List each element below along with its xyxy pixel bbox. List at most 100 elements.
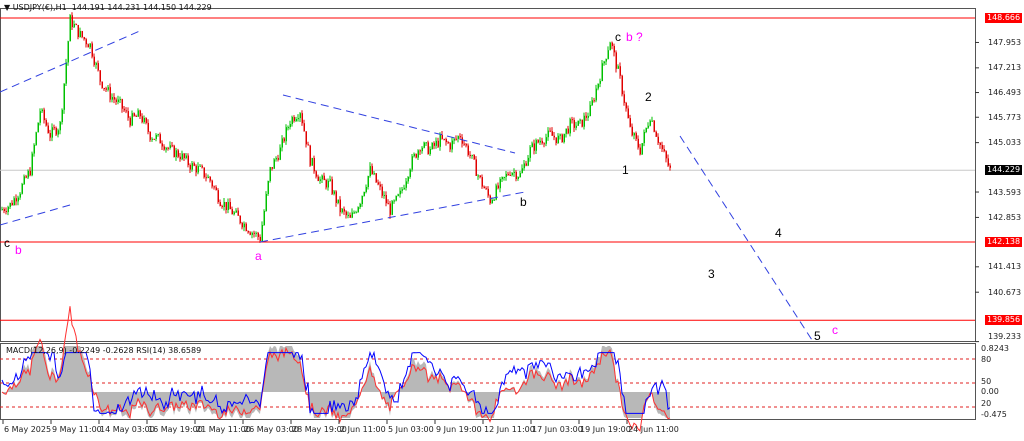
time-tick-label: 28 May 19:00 — [292, 425, 347, 434]
candle-body — [65, 62, 67, 84]
candle-body — [29, 170, 31, 176]
candle-body — [145, 118, 147, 123]
rsi-level-label: 20 — [981, 399, 992, 408]
dropdown-arrow-icon[interactable]: ▼ — [4, 3, 11, 12]
candle-body — [619, 66, 621, 76]
candle-body — [17, 197, 19, 202]
candle-body — [405, 181, 407, 188]
candle-body — [593, 100, 595, 102]
candle-body — [305, 131, 307, 145]
candle-body — [651, 120, 653, 122]
candle-body — [649, 120, 651, 126]
candle-body — [183, 153, 185, 159]
candle-body — [77, 25, 79, 38]
candle-body — [87, 44, 89, 48]
candle-body — [189, 165, 191, 170]
candle-body — [351, 212, 353, 218]
candle-body — [511, 172, 513, 175]
candle-body — [377, 182, 379, 185]
candle-body — [175, 150, 177, 157]
candle-body — [161, 143, 163, 147]
candle-body — [559, 134, 561, 136]
candle-body — [263, 210, 265, 225]
candle-body — [73, 24, 75, 28]
candle-body — [503, 176, 505, 178]
candle-body — [487, 188, 489, 196]
candle-body — [275, 158, 277, 160]
candle-body — [553, 135, 555, 138]
candle-body — [507, 173, 509, 175]
candle-body — [285, 127, 287, 142]
candle-body — [113, 97, 115, 100]
candle-body — [267, 181, 269, 194]
candle-body — [591, 100, 593, 106]
candle-body — [309, 145, 311, 166]
candle-body — [635, 133, 637, 139]
candle-body — [489, 195, 491, 204]
time-tick-label: 9 Jun 19:00 — [436, 425, 482, 434]
candle-body — [669, 165, 671, 168]
candle-body — [369, 166, 371, 177]
candle-body — [471, 154, 473, 156]
candle-body — [457, 136, 459, 139]
price-tick-label: 146.493 — [988, 88, 1022, 98]
candle-body — [439, 134, 441, 147]
candle-body — [387, 203, 389, 205]
macd-signal-line — [1, 306, 671, 432]
candle-body — [125, 110, 127, 112]
candle-body — [371, 166, 373, 175]
indicator-header: MACD(12,26,9) -0.2249 -0.2628 RSI(14) 38… — [6, 346, 202, 355]
candle-body — [501, 176, 503, 180]
price-tick-label: 142.853 — [988, 212, 1022, 222]
candle-body — [347, 214, 349, 216]
candle-body — [313, 157, 315, 172]
candle-body — [533, 143, 535, 151]
candle-body — [641, 143, 643, 155]
candle-body — [609, 42, 611, 51]
candle-body — [373, 173, 375, 175]
candle-body — [665, 151, 667, 159]
candle-body — [485, 188, 487, 190]
candle-body — [455, 138, 457, 140]
candle-body — [499, 179, 501, 189]
candle-body — [3, 209, 5, 211]
candle-body — [153, 138, 155, 140]
candle-body — [659, 142, 661, 145]
candle-body — [283, 138, 285, 142]
candle-body — [361, 195, 363, 205]
candle-body — [331, 179, 333, 194]
candle-body — [525, 163, 527, 166]
candle-body — [311, 157, 313, 166]
candle-body — [605, 58, 607, 62]
candle-body — [645, 127, 647, 132]
candle-body — [433, 142, 435, 146]
wave-label: 5 — [814, 329, 821, 343]
candle-body — [617, 66, 619, 69]
candle-body — [555, 137, 557, 144]
candle-body — [403, 187, 405, 190]
candle-body — [493, 199, 495, 201]
candle-body — [231, 209, 233, 215]
candle-body — [539, 140, 541, 143]
candle-body — [411, 156, 413, 170]
candle-body — [467, 145, 469, 155]
candle-body — [55, 127, 57, 135]
candle-body — [37, 122, 39, 133]
price-pane-frame — [0, 8, 976, 342]
price-tick-label: 143.593 — [988, 187, 1022, 197]
candle-body — [429, 148, 431, 155]
candle-body — [551, 131, 553, 136]
candle-body — [607, 50, 609, 59]
candle-body — [517, 177, 519, 179]
candle-body — [59, 122, 61, 131]
candle-body — [63, 83, 65, 110]
candle-body — [495, 185, 497, 200]
candle-body — [639, 147, 641, 155]
candle-body — [349, 214, 351, 218]
candle-body — [479, 175, 481, 178]
candle-body — [33, 144, 35, 154]
candle-body — [395, 195, 397, 201]
candle-body — [223, 201, 225, 207]
